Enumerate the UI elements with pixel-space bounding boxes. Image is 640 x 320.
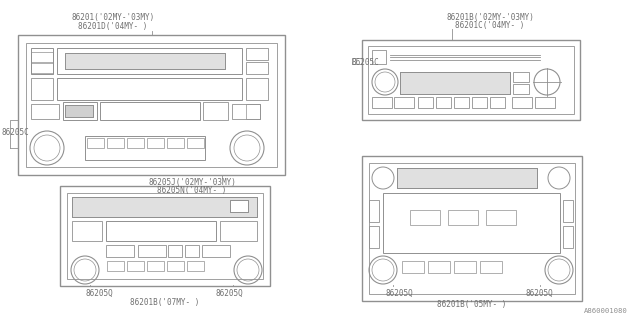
Bar xyxy=(220,221,257,241)
Text: 86201D('04MY- ): 86201D('04MY- ) xyxy=(78,22,148,31)
Bar xyxy=(65,53,225,69)
Bar xyxy=(138,245,166,257)
Bar xyxy=(87,138,104,148)
Text: 86205Q: 86205Q xyxy=(215,289,243,298)
Bar xyxy=(402,261,424,273)
Bar xyxy=(490,97,505,108)
Text: 86205C: 86205C xyxy=(2,128,29,137)
Bar xyxy=(513,84,529,94)
Text: 86205Q: 86205Q xyxy=(85,289,113,298)
Bar xyxy=(246,62,268,74)
Bar xyxy=(563,226,573,248)
Bar xyxy=(60,186,270,286)
Text: 86201B('02MY-'03MY): 86201B('02MY-'03MY) xyxy=(446,13,534,22)
Bar xyxy=(232,104,260,119)
Bar xyxy=(107,261,124,271)
Bar xyxy=(31,52,53,62)
Bar xyxy=(65,105,93,117)
Bar xyxy=(372,97,392,108)
Bar xyxy=(202,245,230,257)
Bar xyxy=(63,102,97,120)
Bar xyxy=(369,226,379,248)
Bar xyxy=(369,200,379,222)
Bar xyxy=(72,197,257,217)
Bar xyxy=(31,48,53,74)
Bar xyxy=(167,138,184,148)
Bar xyxy=(230,200,248,212)
Bar xyxy=(127,261,144,271)
Text: 86205N('04MY- ): 86205N('04MY- ) xyxy=(157,186,227,195)
Bar xyxy=(486,210,516,225)
Bar xyxy=(372,50,386,64)
Bar xyxy=(187,261,204,271)
Bar xyxy=(26,43,277,167)
Text: 86201B('05MY- ): 86201B('05MY- ) xyxy=(437,300,507,309)
Bar xyxy=(410,210,440,225)
Bar xyxy=(187,138,204,148)
Bar xyxy=(454,261,476,273)
Bar xyxy=(65,105,93,117)
Bar xyxy=(72,197,257,217)
Text: 86205Q: 86205Q xyxy=(525,289,553,298)
Bar xyxy=(185,245,199,257)
Bar xyxy=(246,104,260,119)
Bar xyxy=(147,261,164,271)
Text: 86201('02MY-'03MY): 86201('02MY-'03MY) xyxy=(72,13,155,22)
Bar xyxy=(513,72,529,82)
Bar xyxy=(57,78,242,100)
Bar xyxy=(230,200,248,212)
Bar xyxy=(454,97,469,108)
Bar xyxy=(428,261,450,273)
Bar xyxy=(31,104,59,119)
Text: 86205Q: 86205Q xyxy=(385,289,413,298)
Bar xyxy=(31,63,53,73)
Bar xyxy=(100,102,200,120)
Bar xyxy=(397,168,537,188)
Bar xyxy=(535,97,555,108)
Bar xyxy=(106,245,134,257)
Bar xyxy=(168,245,182,257)
Bar xyxy=(246,48,268,60)
Bar xyxy=(369,163,575,294)
Bar xyxy=(472,97,487,108)
Bar xyxy=(362,156,582,301)
Text: A860001080: A860001080 xyxy=(584,308,628,314)
Bar xyxy=(418,97,433,108)
Bar xyxy=(127,138,144,148)
Bar xyxy=(397,168,537,188)
Bar xyxy=(400,72,510,94)
Bar xyxy=(67,193,263,279)
Bar xyxy=(203,102,228,120)
Bar xyxy=(31,78,53,100)
Text: 86201B('07MY- ): 86201B('07MY- ) xyxy=(131,298,200,307)
Bar xyxy=(436,97,451,108)
Bar xyxy=(512,97,532,108)
Bar xyxy=(246,78,268,100)
Text: 86205J('02MY-'03MY): 86205J('02MY-'03MY) xyxy=(148,178,236,187)
Bar xyxy=(362,40,580,120)
Bar xyxy=(18,35,285,175)
Bar xyxy=(167,261,184,271)
Bar xyxy=(57,48,242,74)
Bar xyxy=(448,210,478,225)
Bar xyxy=(72,221,102,241)
Text: 86205C: 86205C xyxy=(352,58,380,67)
Bar xyxy=(394,97,414,108)
Bar xyxy=(480,261,502,273)
Bar xyxy=(85,136,205,160)
Bar xyxy=(106,221,216,241)
Bar xyxy=(563,200,573,222)
Bar xyxy=(65,53,225,69)
Text: 86201C('04MY- ): 86201C('04MY- ) xyxy=(455,21,525,30)
Bar xyxy=(400,72,510,94)
Bar xyxy=(147,138,164,148)
Bar xyxy=(107,138,124,148)
Bar xyxy=(383,193,560,253)
Bar xyxy=(368,46,574,114)
